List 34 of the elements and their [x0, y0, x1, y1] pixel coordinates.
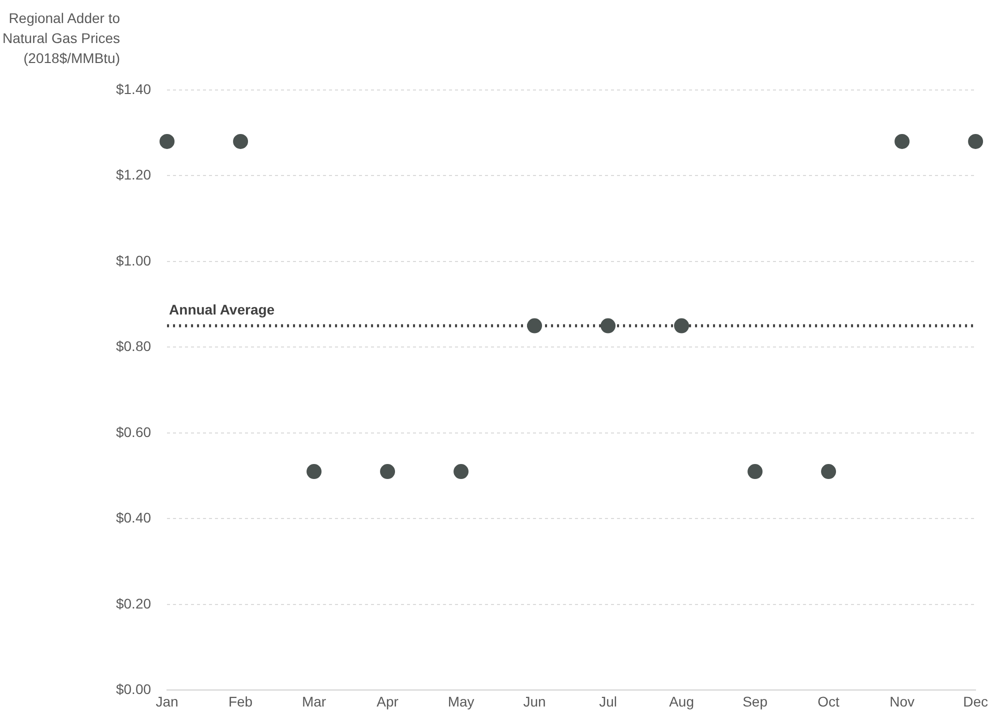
x-tick-label: Sep [742, 693, 768, 710]
x-tick-label: Oct [818, 693, 840, 710]
point [233, 134, 248, 149]
x-tick-label: Jan [156, 693, 178, 710]
y-tick-label: $0.40 [116, 510, 152, 526]
x-tick-label: Feb [228, 693, 253, 710]
x-tick-label: Dec [963, 693, 988, 710]
y-tick-label: $1.20 [116, 166, 152, 183]
y-axis-title: Regional Adder to Natural Gas Prices (2018$/MMBtu) [2, 9, 120, 68]
point [600, 318, 616, 334]
y-tick-label: $0.80 [116, 338, 152, 354]
point [968, 134, 984, 149]
y-tick-label: $1.40 [116, 80, 152, 97]
ref-line-label: Annual Average [169, 302, 275, 318]
point [306, 464, 322, 480]
y-tick-label: $0.20 [116, 595, 152, 612]
point [160, 134, 175, 149]
point [674, 318, 690, 334]
point [527, 318, 542, 334]
x-tick-label: Mar [302, 693, 326, 710]
x-tick-label: May [448, 693, 474, 710]
y-tick-label: $0.60 [116, 424, 152, 440]
point [454, 464, 469, 480]
y-tick-label: $1.00 [116, 252, 152, 268]
point [380, 464, 396, 480]
point [894, 134, 910, 149]
x-tick-label: Jun [523, 693, 546, 710]
x-tick-label: Jul [599, 693, 617, 710]
x-tick-label: Nov [890, 693, 915, 710]
point [748, 464, 763, 480]
y-tick-label: $0.00 [116, 681, 152, 698]
x-tick-label: Apr [376, 693, 399, 710]
x-tick-label: Aug [669, 693, 694, 710]
point [821, 464, 836, 480]
